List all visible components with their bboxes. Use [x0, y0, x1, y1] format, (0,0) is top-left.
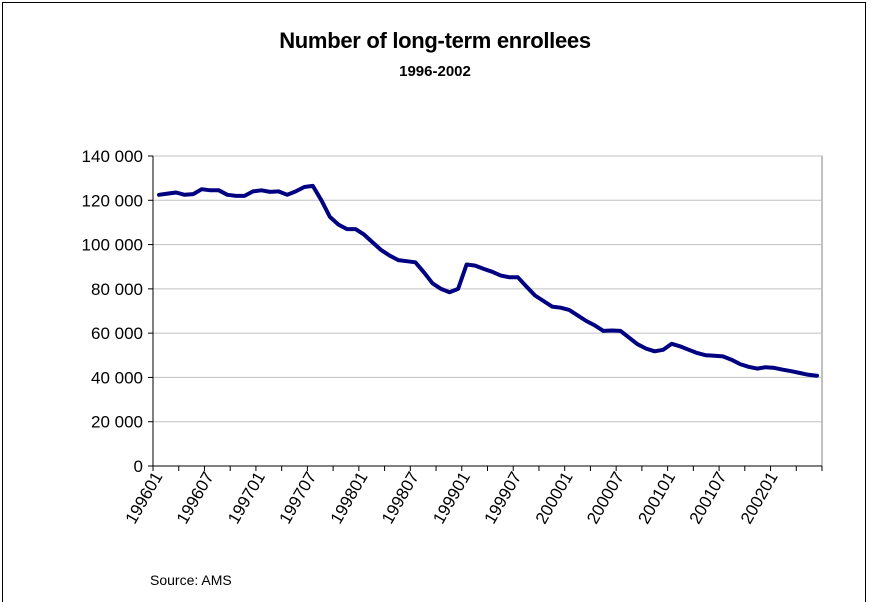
x-tick-label: 199901	[429, 469, 474, 528]
x-tick-label: 199801	[327, 469, 372, 528]
x-tick-label: 200107	[686, 469, 731, 528]
x-tick-label: 200007	[583, 469, 628, 528]
series-line	[157, 183, 819, 378]
y-tick-label: 140 000	[82, 147, 143, 166]
x-tick-label: 199607	[173, 469, 218, 528]
y-tick-label: 0	[134, 457, 143, 476]
y-tick-label: 20 000	[91, 413, 143, 432]
y-tick-label: 40 000	[91, 368, 143, 387]
x-tick-label: 199701	[224, 469, 269, 528]
plot-area	[152, 155, 823, 467]
x-tick-label: 200201	[737, 469, 782, 528]
x-tick-label: 199907	[481, 469, 526, 528]
x-tick-label: 199707	[275, 469, 320, 528]
chart-title: Number of long-term enrollees	[279, 28, 591, 53]
y-tick-label: 60 000	[91, 324, 143, 343]
x-tick-label: 199601	[122, 469, 167, 528]
x-tick-label: 199807	[378, 469, 423, 528]
chart-source: Source: AMS	[150, 572, 232, 588]
x-tick-label: 200001	[532, 469, 577, 528]
x-tick-label: 200101	[634, 469, 679, 528]
y-tick-label: 80 000	[91, 280, 143, 299]
y-tick-label: 100 000	[82, 236, 143, 255]
y-tick-label: 120 000	[82, 191, 143, 210]
chart-subtitle: 1996-2002	[399, 63, 471, 80]
